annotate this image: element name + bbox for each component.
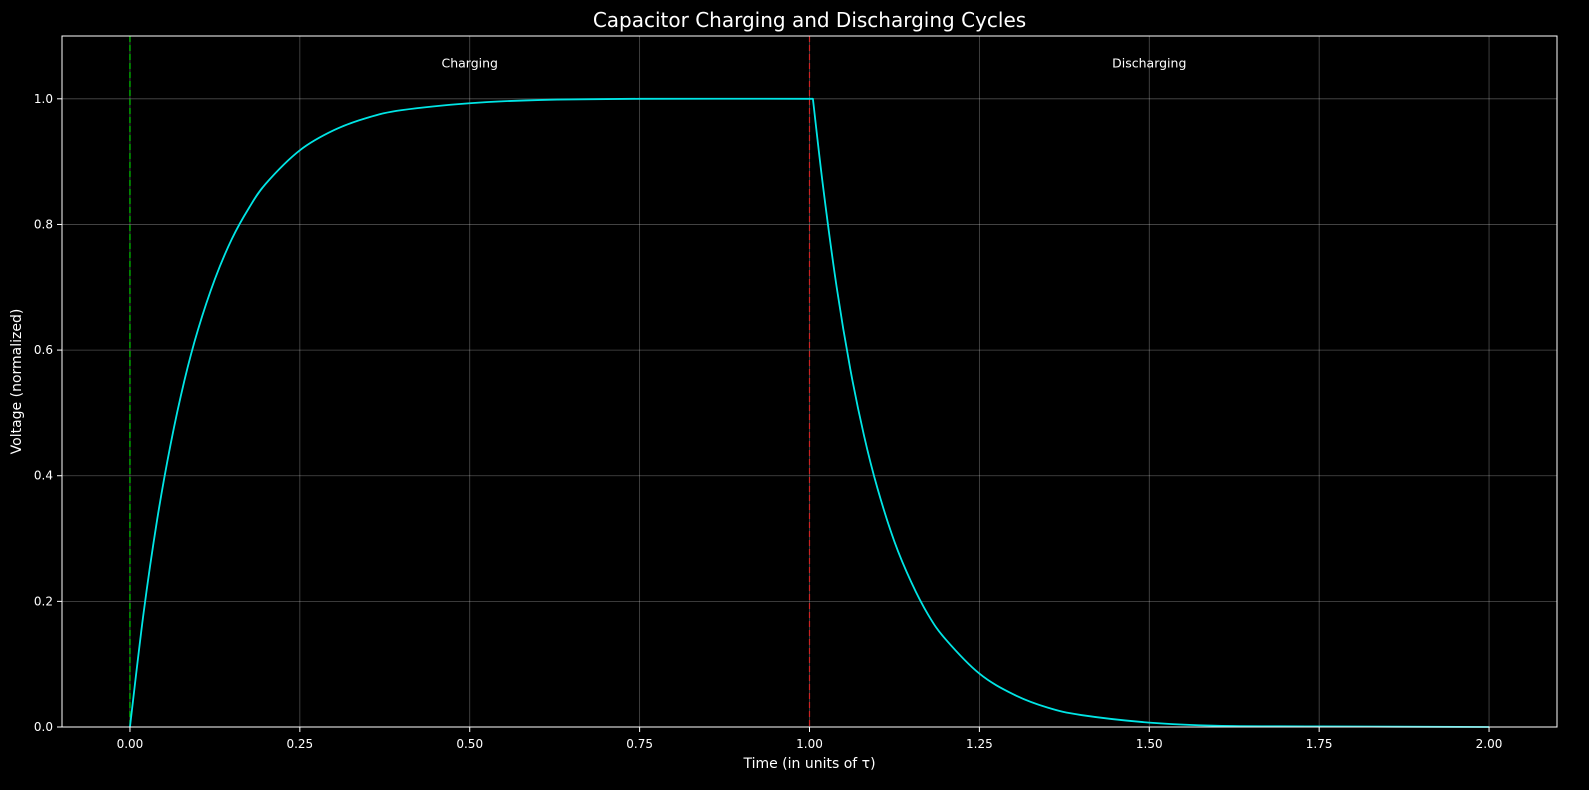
y-tick-label-2: 0.4: [34, 469, 53, 483]
x-tick-label-1: 0.25: [286, 737, 313, 751]
y-axis-ticks: 0.0 0.2 0.4 0.6 0.8 1.0: [34, 92, 62, 734]
y-tick-label-0: 0.0: [34, 720, 53, 734]
series-layer: [129, 97, 1490, 728]
series-line-0: [129, 97, 1490, 728]
y-axis-label: Voltage (normalized): [9, 309, 25, 455]
x-tick-label-2: 0.50: [456, 737, 483, 751]
x-axis-ticks: 0.00 0.25 0.50 0.75 1.00 1.25 1.50 1.75 2.00: [117, 727, 1503, 751]
x-axis-label: Time (in units of τ): [742, 756, 875, 772]
x-tick-label-7: 1.75: [1306, 737, 1333, 751]
vertical-markers: [129, 36, 811, 727]
x-tick-label-8: 2.00: [1476, 737, 1503, 751]
y-tick-label-3: 0.6: [34, 343, 53, 357]
annotation-1: Discharging: [1112, 55, 1186, 70]
chart-title: Capacitor Charging and Discharging Cycle…: [593, 8, 1026, 32]
y-tick-label-1: 0.2: [34, 594, 53, 608]
x-tick-label-4: 1.00: [796, 737, 823, 751]
y-tick-label-5: 1.0: [34, 92, 53, 106]
x-tick-label-0: 0.00: [117, 737, 144, 751]
annotations: Charging Discharging: [441, 55, 1186, 70]
x-tick-label-6: 1.50: [1136, 737, 1163, 751]
y-tick-label-4: 0.8: [34, 217, 53, 231]
x-tick-label-3: 0.75: [626, 737, 653, 751]
x-tick-label-5: 1.25: [966, 737, 993, 751]
annotation-0: Charging: [441, 55, 498, 70]
